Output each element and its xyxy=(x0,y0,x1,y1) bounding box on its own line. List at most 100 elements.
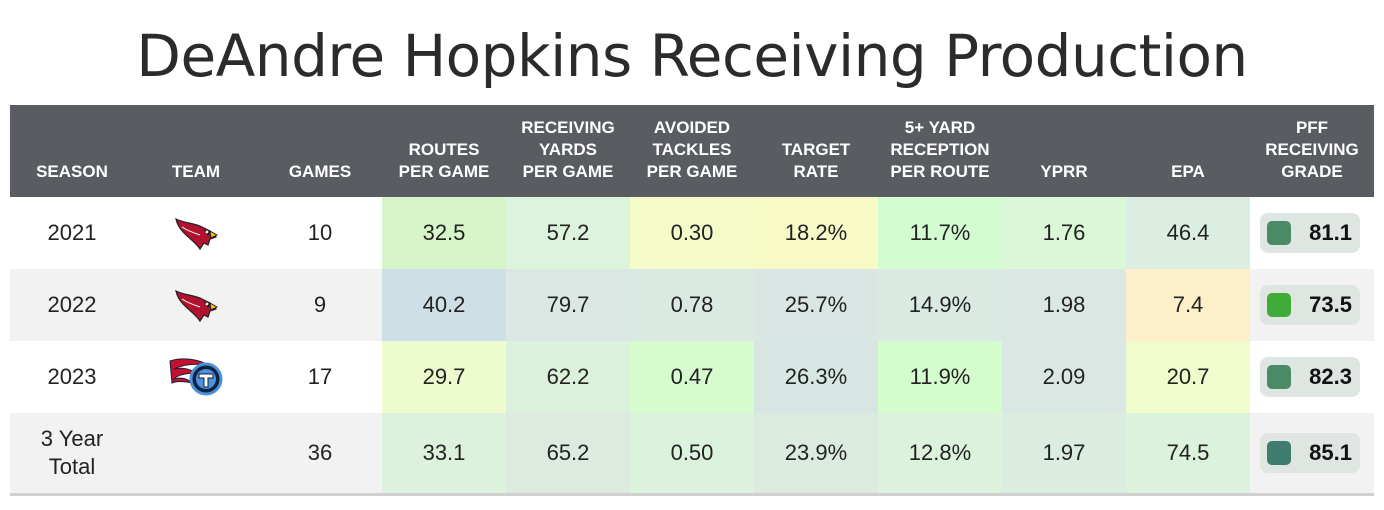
stat-cell: 9 xyxy=(313,292,327,317)
season-line: 2021 xyxy=(47,220,97,245)
column-header-line: 5+ YARD xyxy=(904,118,976,137)
stat-cell: 2.09 xyxy=(1002,341,1126,413)
stat-cell: 17 xyxy=(307,364,333,389)
column-header: YPRR xyxy=(1002,161,1126,183)
grade-value: 81.1 xyxy=(1309,220,1352,245)
cardinals-logo-icon xyxy=(175,217,218,251)
stat-cell: 0.78 xyxy=(630,269,754,341)
column-header-line: GAMES xyxy=(288,162,352,181)
grade-color-swatch xyxy=(1267,365,1291,389)
stat-cell: 33.1 xyxy=(382,413,506,493)
stat-cell: 23.9% xyxy=(754,413,878,493)
column-header-line: AVOIDED xyxy=(653,118,731,137)
column-header-line: PER ROUTE xyxy=(890,162,990,181)
pff-grade-badge: 85.1 xyxy=(1260,433,1360,473)
stat-cell: 11.9% xyxy=(878,341,1002,413)
stat-cell: 57.2 xyxy=(506,197,630,269)
stat-cell: 79.7 xyxy=(506,269,630,341)
stat-cell: 0.30 xyxy=(630,197,754,269)
table-row: 2021 10 32.5 57.2 0.30 18.2% 11.7% 1.76 46.4 81.1 xyxy=(10,197,1374,269)
grade-color-swatch xyxy=(1267,441,1291,465)
table-header: SEASON TEAM GAMES ROUTES PER GAME RECEIVING YA… xyxy=(10,105,1374,197)
grade-color-swatch xyxy=(1267,221,1291,245)
team-cell xyxy=(134,413,258,493)
column-header: TEAM xyxy=(134,161,258,183)
column-header-line: TACKLES xyxy=(652,140,732,159)
column-header-line: YARDS xyxy=(539,140,597,159)
stat-cell: 14.9% xyxy=(878,269,1002,341)
column-header: 5+ YARD RECEPTION PER ROUTE xyxy=(878,117,1002,183)
column-header-line: PER GAME xyxy=(398,162,490,181)
column-header: GAMES xyxy=(258,161,382,183)
season-cell: 2022 xyxy=(10,269,134,341)
column-header-line: TEAM xyxy=(171,162,221,181)
stat-cell: 40.2 xyxy=(382,269,506,341)
season-line: 2022 xyxy=(47,292,97,317)
column-header: TARGET RATE xyxy=(754,139,878,183)
stat-cell: 1.98 xyxy=(1002,269,1126,341)
column-header: SEASON xyxy=(10,161,134,183)
stat-cell: 7.4 xyxy=(1126,269,1250,341)
stat-cell: 65.2 xyxy=(506,413,630,493)
column-header-line: RECEIVING xyxy=(521,118,615,137)
team-cell xyxy=(134,269,258,341)
column-header-line: RECEPTION xyxy=(890,140,990,159)
season-cell: 2023 xyxy=(10,341,134,413)
table-body: 2021 10 32.5 57.2 0.30 18.2% 11.7% 1.76 46.4 81.1… xyxy=(10,197,1374,496)
stat-cell: 12.8% xyxy=(878,413,1002,493)
season-line: 2023 xyxy=(47,364,97,389)
titans-logo-icon xyxy=(169,358,223,396)
column-header: EPA xyxy=(1126,161,1250,183)
team-cell xyxy=(134,197,258,269)
stat-cell: 10 xyxy=(307,220,333,245)
pff-grade-badge: 81.1 xyxy=(1260,213,1360,253)
column-header: PFF RECEIVING GRADE xyxy=(1250,117,1374,183)
stat-cell: 29.7 xyxy=(382,341,506,413)
column-header-line: TARGET xyxy=(781,140,851,159)
stat-cell: 18.2% xyxy=(754,197,878,269)
column-header-line: RATE xyxy=(793,162,839,181)
team-cell xyxy=(134,341,258,413)
stat-cell: 26.3% xyxy=(754,341,878,413)
table-row: 2022 9 40.2 79.7 0.78 25.7% 14.9% 1.98 7.4 73.5 xyxy=(10,269,1374,341)
stat-cell: 20.7 xyxy=(1126,341,1250,413)
stat-cell: 25.7% xyxy=(754,269,878,341)
column-header-line: PFF xyxy=(1295,118,1329,137)
season-line: Total xyxy=(48,454,96,479)
stat-cell: 62.2 xyxy=(506,341,630,413)
stat-cell: 46.4 xyxy=(1126,197,1250,269)
stat-cell: 74.5 xyxy=(1126,413,1250,493)
column-header-line: EPA xyxy=(1171,162,1205,181)
page-title: DeAndre Hopkins Receiving Production xyxy=(136,22,1248,90)
column-header: ROUTES PER GAME xyxy=(382,139,506,183)
column-header: RECEIVING YARDS PER GAME xyxy=(506,117,630,183)
season-line: 3 Year xyxy=(40,426,104,451)
season-cell: 3 Year Total xyxy=(10,413,134,493)
stat-cell: 11.7% xyxy=(878,197,1002,269)
grade-value: 82.3 xyxy=(1309,364,1352,389)
column-header-line: PER GAME xyxy=(522,162,614,181)
table-row: 2023 17 29.7 62.2 0.47 26.3% 11.9% 2.09 20.7 82.3 xyxy=(10,341,1374,413)
stat-cell: 36 xyxy=(307,440,333,465)
stat-cell: 1.76 xyxy=(1002,197,1126,269)
column-header-line: PER GAME xyxy=(646,162,738,181)
stat-cell: 1.97 xyxy=(1002,413,1126,493)
column-header-line: SEASON xyxy=(36,162,108,181)
column-header-line: GRADE xyxy=(1281,162,1343,181)
cardinals-logo-icon xyxy=(175,289,218,323)
season-cell: 2021 xyxy=(10,197,134,269)
stat-cell: 0.50 xyxy=(630,413,754,493)
column-header: AVOIDED TACKLES PER GAME xyxy=(630,117,754,183)
stats-table: SEASON TEAM GAMES ROUTES PER GAME RECEIVING YA… xyxy=(10,105,1374,496)
column-header-line: YPRR xyxy=(1040,162,1088,181)
stat-cell: 0.47 xyxy=(630,341,754,413)
column-header-line: ROUTES xyxy=(408,140,480,159)
grade-color-swatch xyxy=(1267,293,1291,317)
table-row: 3 Year Total 36 33.1 65.2 0.50 23.9% 12.8% 1.97 7… xyxy=(10,413,1374,496)
grade-value: 85.1 xyxy=(1309,440,1352,465)
grade-value: 73.5 xyxy=(1309,292,1352,317)
stat-cell: 32.5 xyxy=(382,197,506,269)
pff-grade-badge: 82.3 xyxy=(1260,357,1360,397)
pff-grade-badge: 73.5 xyxy=(1260,285,1360,325)
column-header-line: RECEIVING xyxy=(1265,140,1359,159)
